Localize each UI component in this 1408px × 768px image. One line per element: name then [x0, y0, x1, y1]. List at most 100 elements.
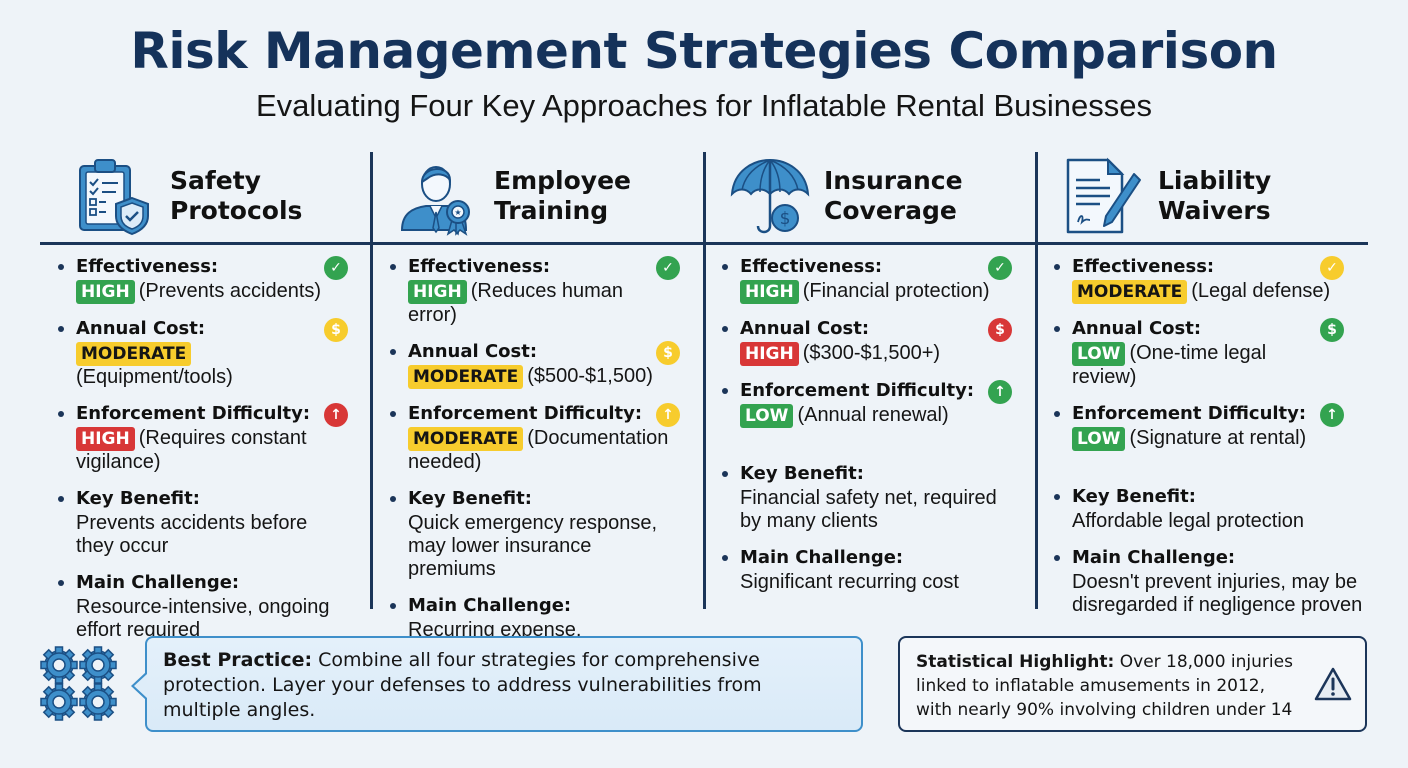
- key-benefit-text: Prevents accidents before they occur: [76, 512, 308, 557]
- employee-badge-icon: ★: [400, 166, 470, 236]
- main-challenge-label: Main Challenge:: [740, 547, 904, 568]
- effectiveness-item: Effectiveness: HIGH (Financial protection…: [704, 254, 1012, 304]
- key-benefit-text: Affordable legal protection: [1072, 510, 1305, 532]
- key-benefit-item: Key Benefit: Prevents accidents before t…: [40, 486, 340, 558]
- best-practice-callout: Best Practice: Combine all four strategi…: [145, 636, 863, 732]
- statistical-highlight-box: Statistical Highlight: Over 18,000 injur…: [898, 636, 1367, 732]
- main-challenge-label: Main Challenge:: [76, 572, 240, 593]
- column-divider: [703, 152, 706, 609]
- enforcement-item: Enforcement Difficulty: LOW (Annual renew…: [704, 378, 1012, 428]
- column-divider: [370, 152, 373, 609]
- rating-badge: HIGH: [76, 427, 135, 451]
- rating-badge: MODERATE: [408, 427, 524, 451]
- arrow-up-icon: ↑: [324, 403, 348, 427]
- key-benefit-item: Key Benefit: Financial safety net, requi…: [704, 461, 1004, 533]
- key-benefit-item: Key Benefit: Quick emergency response, m…: [372, 486, 672, 581]
- svg-text:$: $: [780, 209, 791, 229]
- statistical-highlight-label: Statistical Highlight:: [916, 652, 1115, 672]
- rating-note: ($300-$1,500+): [802, 342, 941, 364]
- rating-note: ($500-$1,500): [527, 365, 653, 387]
- effectiveness-label: Effectiveness:: [76, 256, 219, 277]
- key-benefit-label: Key Benefit:: [76, 488, 200, 509]
- strategy-column-safety-protocols: Effectiveness: HIGH (Prevents accidents) …: [40, 254, 348, 654]
- column-header-safety-protocols: Safety Protocols: [76, 152, 350, 240]
- enforcement-item: Enforcement Difficulty: HIGH (Requires co…: [40, 401, 348, 474]
- rating-badge: LOW: [1072, 342, 1126, 366]
- rating-badge: LOW: [1072, 427, 1126, 451]
- rating-badge: MODERATE: [408, 365, 524, 389]
- arrow-up-icon: ↑: [988, 380, 1012, 404]
- strategy-column-liability-waivers: Effectiveness: MODERATE (Legal defense) ✓…: [1036, 254, 1366, 629]
- key-benefit-item: Key Benefit: Affordable legal protection: [1036, 484, 1366, 533]
- umbrella-dollar-icon: $: [730, 158, 810, 234]
- arrow-up-icon: ↑: [1320, 403, 1344, 427]
- rating-note: (Legal defense): [1191, 280, 1331, 302]
- svg-text:★: ★: [454, 208, 461, 217]
- rating-badge: HIGH: [408, 280, 467, 304]
- enforcement-item: Enforcement Difficulty: LOW (Signature at…: [1036, 401, 1344, 451]
- main-challenge-item: Main Challenge: Significant recurring co…: [704, 545, 1004, 594]
- check-icon: ✓: [324, 256, 348, 280]
- main-challenge-item: Main Challenge: Doesn't prevent injuries…: [1036, 545, 1366, 617]
- column-title: Employee Training: [494, 166, 631, 225]
- column-title: Insurance Coverage: [824, 166, 963, 225]
- check-icon: ✓: [988, 256, 1012, 280]
- main-challenge-label: Main Challenge:: [408, 595, 572, 616]
- rating-note: (Annual renewal): [797, 404, 949, 426]
- rating-note: (Reduces human error): [408, 280, 624, 326]
- rating-badge: HIGH: [740, 342, 799, 366]
- best-practice-text: Combine all four strategies for comprehe…: [163, 649, 762, 721]
- annual-cost-item: Annual Cost: MODERATE ($500-$1,500) $: [372, 339, 680, 389]
- column-header-liability-waivers: Liability Waivers: [1064, 152, 1338, 240]
- effectiveness-item: Effectiveness: HIGH (Prevents accidents) …: [40, 254, 348, 304]
- warning-triangle-icon: [1314, 667, 1352, 701]
- effectiveness-item: Effectiveness: MODERATE (Legal defense) ✓: [1036, 254, 1344, 304]
- enforcement-label: Enforcement Difficulty:: [1072, 403, 1307, 424]
- column-title: Safety Protocols: [170, 166, 303, 225]
- column-header-insurance-coverage: $ Insurance Coverage: [730, 152, 1004, 240]
- main-challenge-label: Main Challenge:: [1072, 547, 1236, 568]
- strategy-column-insurance-coverage: Effectiveness: HIGH (Financial protection…: [704, 254, 1012, 606]
- key-benefit-label: Key Benefit:: [1072, 486, 1196, 507]
- rating-note: (Signature at rental): [1129, 427, 1307, 449]
- dollar-icon: $: [324, 318, 348, 342]
- gears-icon: [40, 646, 117, 721]
- page-subtitle: Evaluating Four Key Approaches for Infla…: [255, 88, 1153, 123]
- callout-pointer-fill: [134, 674, 147, 698]
- dollar-icon: $: [988, 318, 1012, 342]
- best-practice-label: Best Practice:: [163, 649, 313, 671]
- rating-badge: HIGH: [76, 280, 135, 304]
- document-pen-icon: [1066, 157, 1141, 234]
- annual-cost-item: Annual Cost: MODERATE(Equipment/tools) $: [40, 316, 348, 389]
- dollar-icon: $: [1320, 318, 1344, 342]
- annual-cost-item: Annual Cost: HIGH ($300-$1,500+) $: [704, 316, 1012, 366]
- rating-note: (Documentation needed): [408, 427, 669, 473]
- check-icon: ✓: [656, 256, 680, 280]
- effectiveness-label: Effectiveness:: [740, 256, 883, 277]
- clipboard-shield-icon: [79, 159, 149, 236]
- enforcement-label: Enforcement Difficulty:: [408, 403, 643, 424]
- statistical-highlight-text: Over 18,000 injuries linked to inflatabl…: [916, 652, 1293, 720]
- key-benefit-text: Financial safety net, required by many c…: [740, 487, 997, 532]
- annual-cost-label: Annual Cost:: [76, 318, 206, 339]
- rating-badge: LOW: [740, 404, 794, 428]
- arrow-up-icon: ↑: [656, 403, 680, 427]
- check-icon: ✓: [1320, 256, 1344, 280]
- dollar-icon: $: [656, 341, 680, 365]
- enforcement-item: Enforcement Difficulty: MODERATE (Documen…: [372, 401, 680, 474]
- key-benefit-text: Quick emergency response, may lower insu…: [408, 512, 658, 580]
- enforcement-label: Enforcement Difficulty:: [740, 380, 975, 401]
- rating-note: (Equipment/tools): [76, 366, 233, 388]
- effectiveness-item: Effectiveness: HIGH (Reduces human error)…: [372, 254, 680, 327]
- enforcement-label: Enforcement Difficulty:: [76, 403, 311, 424]
- main-challenge-text: Doesn't prevent injuries, may be disrega…: [1072, 571, 1363, 616]
- key-benefit-label: Key Benefit:: [408, 488, 532, 509]
- strategy-column-employee-training: Effectiveness: HIGH (Reduces human error)…: [372, 254, 680, 677]
- rating-note: (Financial protection): [802, 280, 990, 302]
- annual-cost-label: Annual Cost:: [408, 341, 538, 362]
- rating-badge: MODERATE: [76, 342, 192, 366]
- rating-badge: MODERATE: [1072, 280, 1188, 304]
- annual-cost-item: Annual Cost: LOW (One-time legal review) …: [1036, 316, 1344, 389]
- annual-cost-label: Annual Cost:: [1072, 318, 1202, 339]
- rating-note: (Prevents accidents): [138, 280, 322, 302]
